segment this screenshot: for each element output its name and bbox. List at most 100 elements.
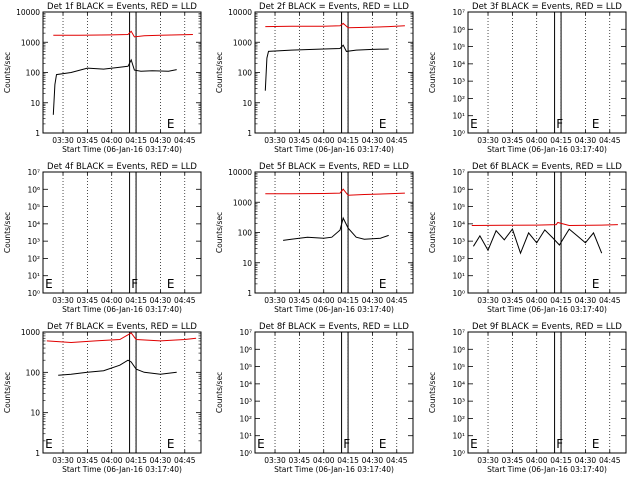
plot-frame xyxy=(42,331,202,454)
panel-title: Det 2f BLACK = Events, RED = LLD xyxy=(259,2,409,12)
region-annotation-f: F xyxy=(131,277,138,291)
y-tick-label: 10³ xyxy=(239,397,252,406)
series-events-line xyxy=(58,359,177,376)
x-tick-label: 04:00 xyxy=(313,296,335,305)
y-tick-label: 10¹ xyxy=(27,272,40,281)
x-tick-label: 03:30 xyxy=(477,296,499,305)
x-tick-label: 03:30 xyxy=(264,296,286,305)
x-tick-label: 04:00 xyxy=(526,456,548,465)
y-tick-label: 10⁰ xyxy=(27,289,40,298)
series-lld-line xyxy=(265,188,405,196)
panel-title: Det 6f BLACK = Events, RED = LLD xyxy=(472,162,622,172)
x-tick-label: 04:45 xyxy=(386,136,408,145)
plot-frame xyxy=(42,11,202,134)
series-lld-line xyxy=(471,221,618,227)
x-axis-label: Start Time (06-Jan-16 03:17:40) xyxy=(274,465,394,474)
x-tick-label: 04:00 xyxy=(313,456,335,465)
y-tick-label: 10² xyxy=(452,414,465,423)
y-tick-label: 100 xyxy=(26,368,41,377)
series-events-line xyxy=(52,58,177,115)
y-tick-label: 10⁵ xyxy=(452,203,465,212)
x-tick-label: 04:30 xyxy=(362,296,384,305)
region-annotation-f: F xyxy=(556,437,563,451)
y-tick-label: 10³ xyxy=(452,77,465,86)
series-lld-line xyxy=(53,30,193,38)
detector-panel-4: Det 4f BLACK = Events, RED = LLD 03:30 03:… xyxy=(3,162,202,314)
x-tick-label: 04:30 xyxy=(575,296,597,305)
series-events-line xyxy=(283,216,389,241)
x-tick-label: 04:15 xyxy=(337,296,359,305)
y-tick-label: 10⁰ xyxy=(452,129,465,138)
plot-frame xyxy=(254,331,414,454)
detector-panel-9: Det 9f BLACK = Events, RED = LLD 03:30 03:… xyxy=(428,322,627,474)
y-tick-label: 10⁶ xyxy=(452,185,465,194)
x-tick-label: 04:30 xyxy=(362,456,384,465)
x-tick-label: 04:00 xyxy=(101,296,123,305)
y-tick-label: 1 xyxy=(247,289,252,298)
x-tick-label: 03:30 xyxy=(52,456,74,465)
panel-title: Det 7f BLACK = Events, RED = LLD xyxy=(47,322,197,332)
region-annotation-e: E xyxy=(592,117,600,131)
x-tick-label: 04:30 xyxy=(150,136,172,145)
y-axis-label: Counts/sec xyxy=(428,212,437,253)
x-tick-label: 03:45 xyxy=(502,136,524,145)
y-axis-label: Counts/sec xyxy=(3,212,12,253)
y-tick-label: 10⁵ xyxy=(452,43,465,52)
y-axis-label: Counts/sec xyxy=(428,52,437,93)
x-tick-label: 03:45 xyxy=(289,456,311,465)
y-tick-label: 10⁴ xyxy=(452,220,465,229)
y-tick-label: 10⁵ xyxy=(27,203,40,212)
region-annotation-e: E xyxy=(379,277,387,291)
x-tick-label: 04:00 xyxy=(526,296,548,305)
x-tick-label: 04:30 xyxy=(150,296,172,305)
x-tick-label: 04:45 xyxy=(599,296,621,305)
x-tick-label: 03:30 xyxy=(52,296,74,305)
y-tick-label: 100 xyxy=(238,69,253,78)
y-tick-label: 10 xyxy=(242,99,252,108)
detector-panel-8: Det 8f BLACK = Events, RED = LLD 03:30 03:… xyxy=(215,322,414,474)
x-tick-label: 03:45 xyxy=(77,456,99,465)
y-tick-label: 10⁷ xyxy=(452,328,465,337)
y-tick-label: 10² xyxy=(239,414,252,423)
x-axis-label: Start Time (06-Jan-16 03:17:40) xyxy=(487,305,607,314)
region-annotation-f: F xyxy=(556,117,563,131)
x-tick-label: 03:45 xyxy=(289,296,311,305)
x-tick-label: 04:00 xyxy=(101,136,123,145)
y-tick-label: 10000 xyxy=(228,8,252,17)
detector-panel-1: Det 1f BLACK = Events, RED = LLD 03:30 03:… xyxy=(3,2,202,154)
x-axis-label: Start Time (06-Jan-16 03:17:40) xyxy=(274,305,394,314)
y-axis-label: Counts/sec xyxy=(3,52,12,93)
y-axis-label: Counts/sec xyxy=(215,212,224,253)
panel-title: Det 5f BLACK = Events, RED = LLD xyxy=(259,162,409,172)
panel-title: Det 4f BLACK = Events, RED = LLD xyxy=(47,162,197,172)
y-tick-label: 1 xyxy=(35,449,40,458)
y-tick-label: 10³ xyxy=(452,237,465,246)
y-tick-label: 10⁰ xyxy=(239,449,252,458)
y-tick-label: 10000 xyxy=(16,8,40,17)
series-lld-line xyxy=(46,332,197,344)
y-tick-label: 1000 xyxy=(21,328,40,337)
x-tick-label: 04:00 xyxy=(101,456,123,465)
y-tick-label: 10 xyxy=(30,409,40,418)
y-tick-label: 10⁷ xyxy=(239,328,252,337)
region-annotation-e: E xyxy=(45,277,53,291)
x-tick-label: 04:15 xyxy=(125,136,147,145)
y-tick-label: 10⁵ xyxy=(452,363,465,372)
panel-title: Det 1f BLACK = Events, RED = LLD xyxy=(47,2,197,12)
x-tick-label: 03:45 xyxy=(502,296,524,305)
region-annotation-e: E xyxy=(45,437,53,451)
y-tick-label: 10⁵ xyxy=(239,363,252,372)
x-tick-label: 03:30 xyxy=(477,136,499,145)
region-annotation-e: E xyxy=(470,437,478,451)
y-tick-label: 1000 xyxy=(21,38,40,47)
x-tick-label: 03:45 xyxy=(77,296,99,305)
y-tick-label: 10 xyxy=(242,259,252,268)
y-tick-label: 10¹ xyxy=(452,272,465,281)
panel-title: Det 3f BLACK = Events, RED = LLD xyxy=(472,2,622,12)
x-tick-label: 04:00 xyxy=(313,136,335,145)
region-annotation-e: E xyxy=(167,277,175,291)
x-tick-label: 03:45 xyxy=(289,136,311,145)
plot-frame xyxy=(254,11,414,134)
y-tick-label: 10000 xyxy=(228,168,252,177)
